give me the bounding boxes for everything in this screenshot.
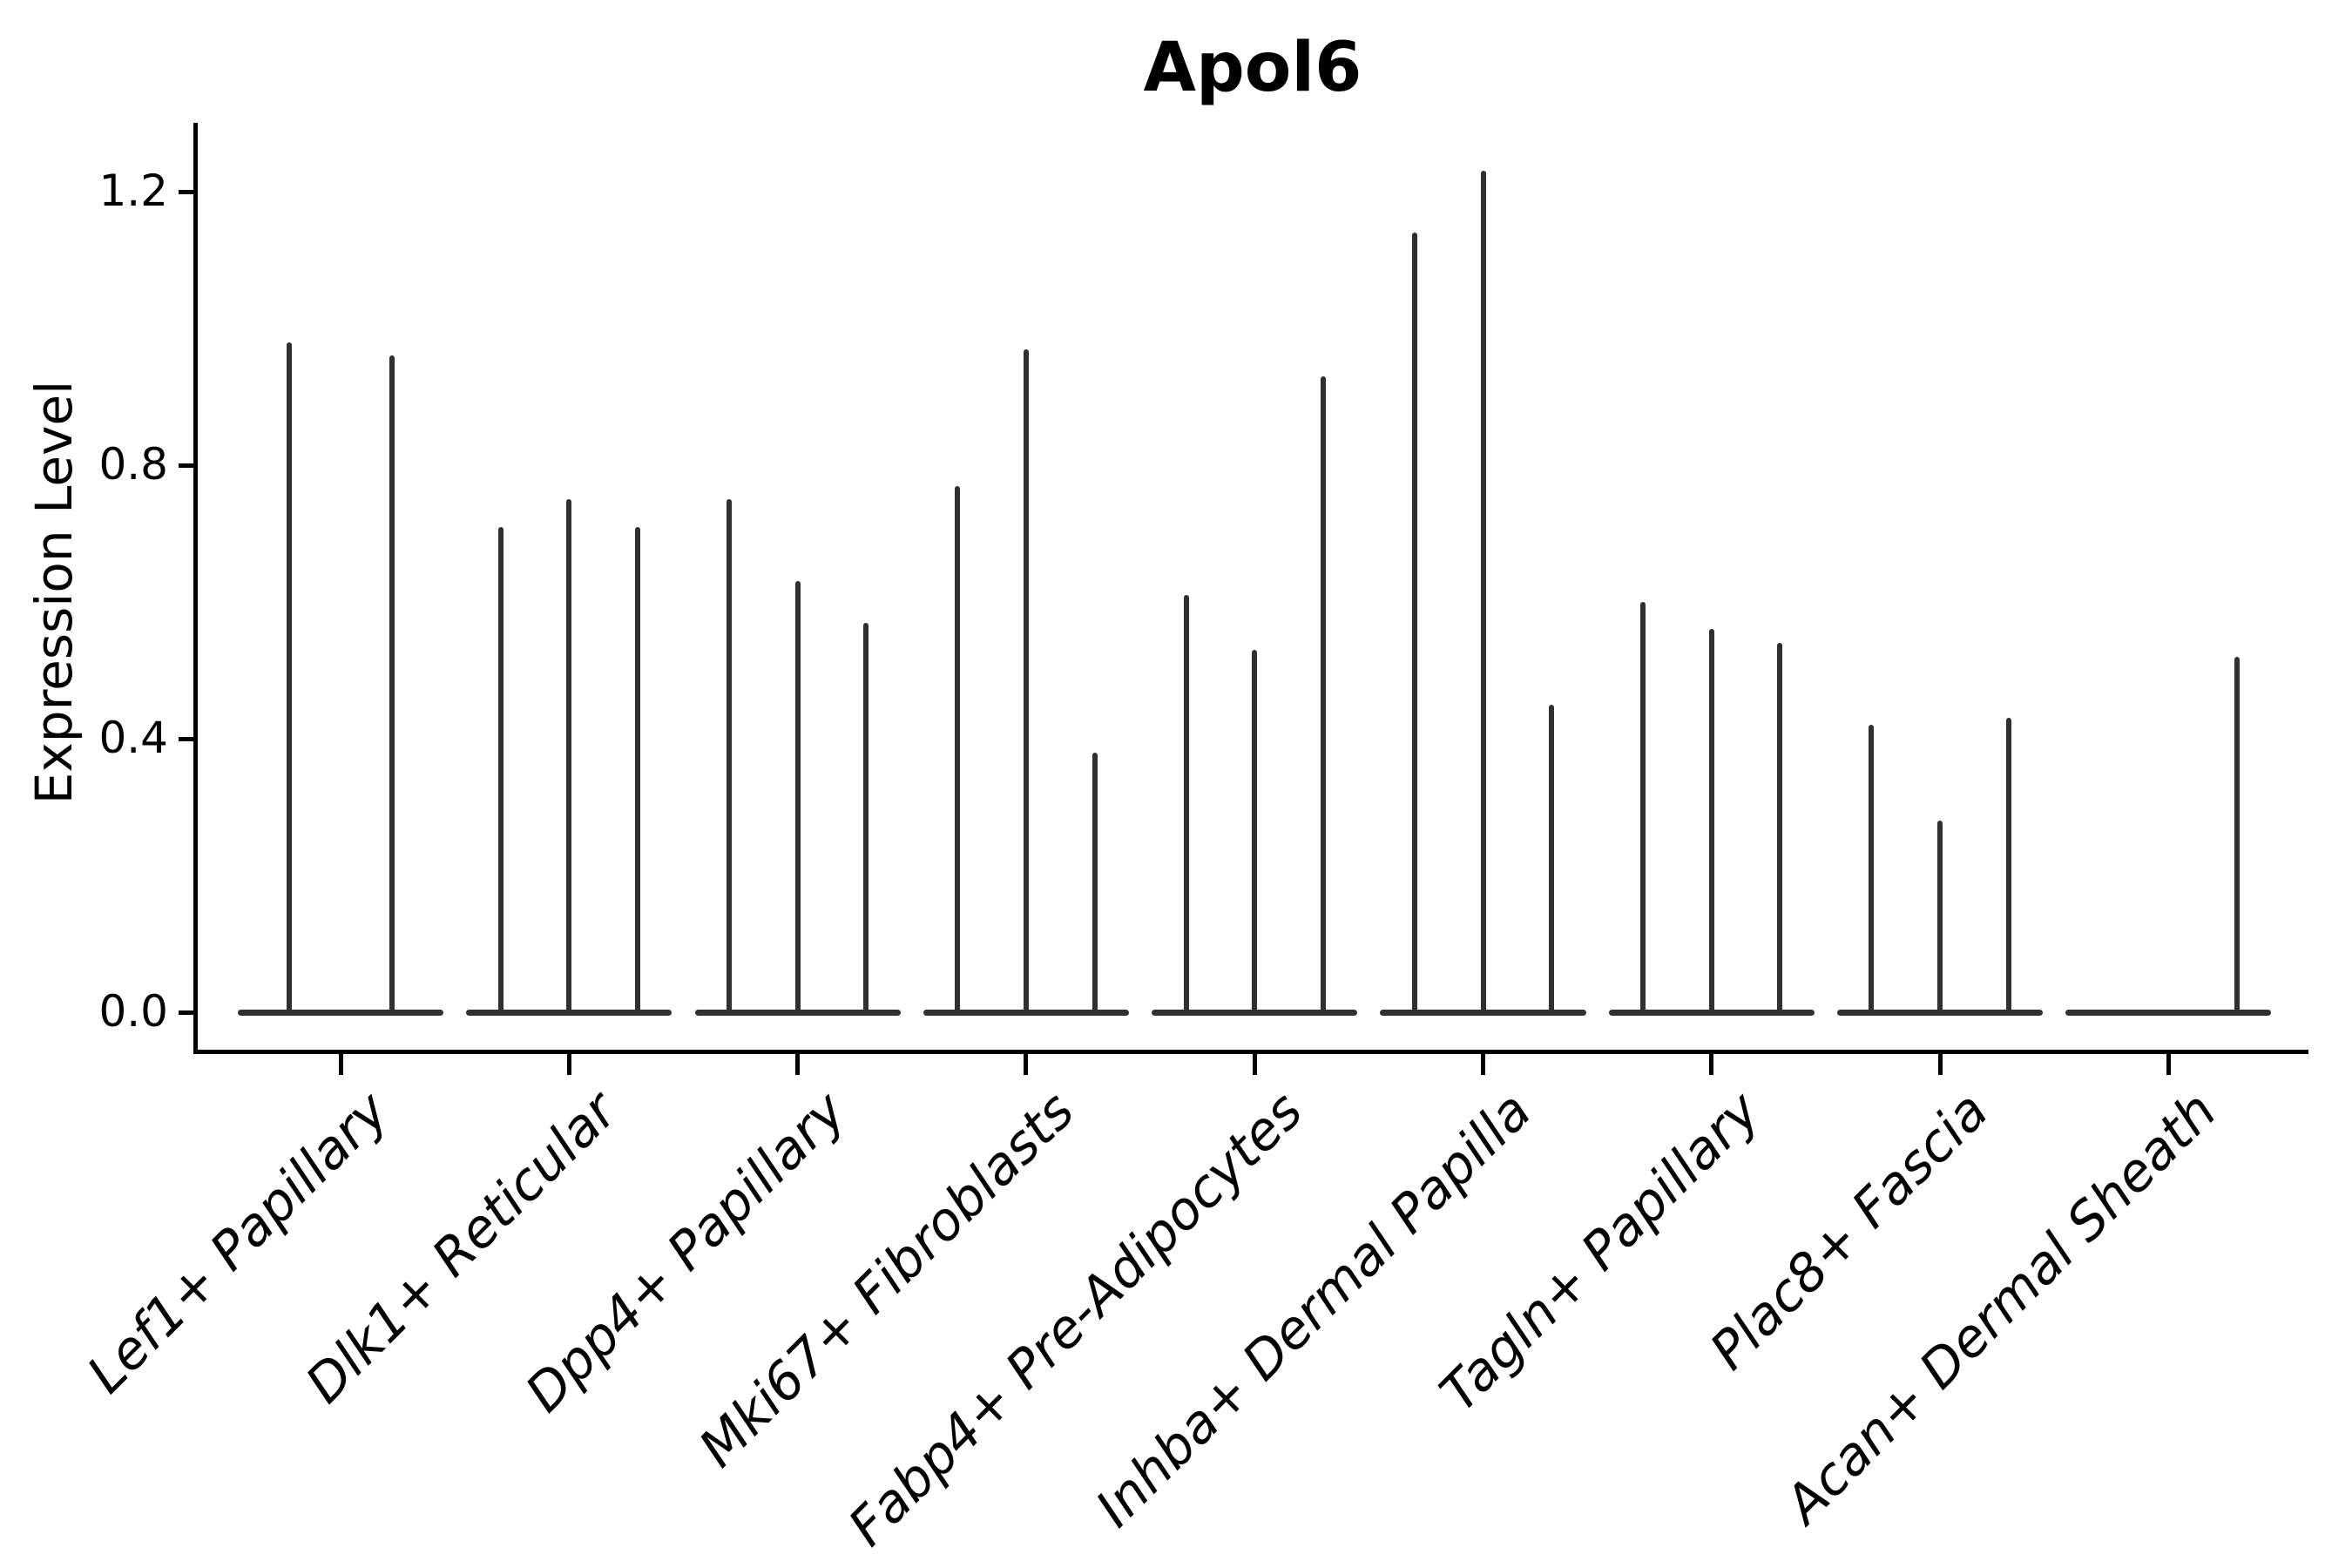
violin-base xyxy=(1837,1009,2044,1016)
violin-spike xyxy=(1480,171,1486,1012)
violin-spike xyxy=(497,526,504,1012)
y-tick-mark xyxy=(179,463,193,468)
chart-title: Apol6 xyxy=(1143,29,1362,107)
violin-spike xyxy=(955,485,961,1012)
violin-base xyxy=(1380,1009,1586,1016)
x-tick-mark xyxy=(1481,1054,1485,1075)
violin-spike xyxy=(389,355,395,1012)
violin-spike xyxy=(726,499,732,1012)
violin-spike xyxy=(634,526,640,1012)
y-tick-label: 0.8 xyxy=(98,439,168,490)
x-tick-mark xyxy=(1024,1054,1029,1075)
violin-base xyxy=(1608,1009,1815,1016)
x-tick-mark xyxy=(566,1054,571,1075)
violin-spike xyxy=(1411,233,1417,1012)
violin-spike xyxy=(1937,821,1943,1012)
y-tick-mark xyxy=(179,737,193,741)
violin-spike xyxy=(566,499,572,1012)
violin-spike xyxy=(863,622,869,1012)
violin-spike xyxy=(2234,656,2240,1012)
x-tick-mark xyxy=(1709,1054,1714,1075)
x-axis-spine xyxy=(193,1050,2308,1054)
x-tick-mark xyxy=(2166,1054,2171,1075)
violin-spike xyxy=(794,581,801,1012)
y-tick-label: 0.4 xyxy=(98,713,168,763)
violin-spike xyxy=(1183,595,1189,1012)
violin-spike xyxy=(1869,725,1875,1012)
x-tick-mark xyxy=(1252,1054,1257,1075)
x-tick-mark xyxy=(1937,1054,1943,1075)
x-tick-label: Fabp4+ Pre-Adipocytes xyxy=(836,1080,1315,1558)
violin-spike xyxy=(1320,375,1326,1012)
violin-base xyxy=(466,1009,672,1016)
violin-base xyxy=(1152,1009,1358,1016)
y-tick-label: 0.0 xyxy=(98,986,168,1037)
x-tick-label: Acan+ Dermal Sheath xyxy=(1774,1080,2229,1536)
violin-base xyxy=(923,1009,1129,1016)
x-tick-label: Mki67+ Fibroblasts xyxy=(687,1080,1086,1479)
violin-spike xyxy=(286,341,292,1012)
violin-spike xyxy=(1777,643,1783,1012)
violin-spike xyxy=(1252,649,1258,1012)
x-tick-mark xyxy=(795,1054,801,1075)
violin-spike xyxy=(1708,629,1714,1012)
x-tick-label: Inhba+ Dermal Papilla xyxy=(1084,1080,1544,1539)
y-tick-mark xyxy=(179,190,193,194)
violin-spike xyxy=(1023,348,1029,1012)
x-tick-mark xyxy=(338,1054,343,1075)
violin-base xyxy=(2065,1009,2272,1016)
violin-spike xyxy=(1640,602,1646,1012)
y-tick-mark xyxy=(179,1010,193,1015)
violin-base xyxy=(694,1009,901,1016)
violin-spike xyxy=(2005,718,2011,1012)
violin-spike xyxy=(1092,752,1098,1012)
violin-base xyxy=(237,1009,444,1016)
y-tick-label: 1.2 xyxy=(98,166,168,216)
violin-spike xyxy=(1549,704,1555,1012)
y-axis-spine xyxy=(193,123,198,1054)
